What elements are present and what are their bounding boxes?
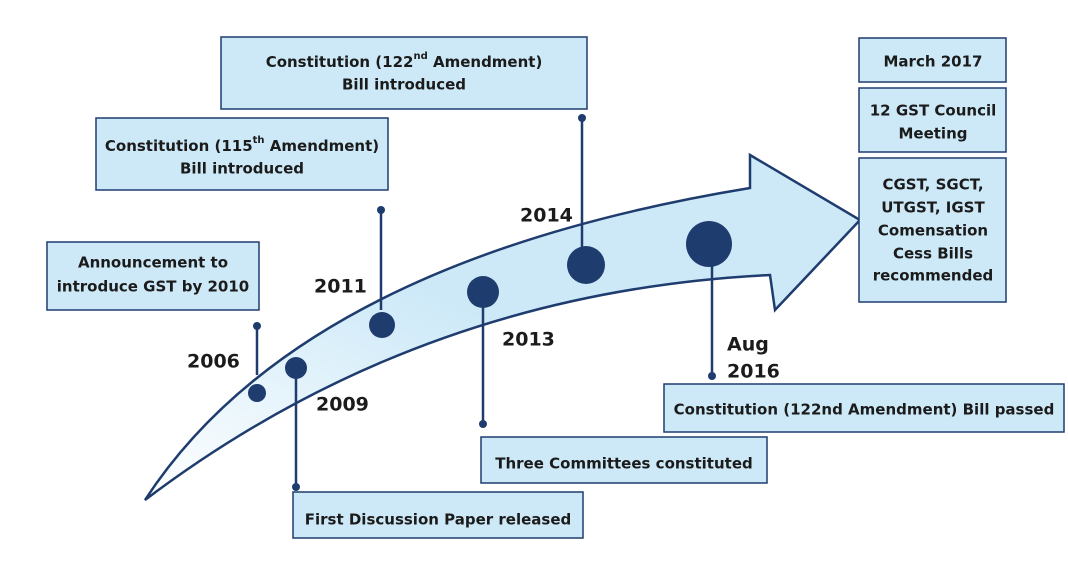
- stem-dot: [253, 322, 261, 330]
- final-text: Meeting: [898, 125, 967, 143]
- event-box: [292, 491, 584, 539]
- event-text: Constitution (122nd Amendment) Bill pass…: [674, 401, 1055, 419]
- event-text: Constitution (122nd Amendment): [266, 51, 543, 71]
- stem-dot: [292, 483, 300, 491]
- text-part: Constitution (122: [266, 53, 414, 71]
- milestone-dot: [467, 276, 499, 308]
- text-part: Constitution (115: [105, 137, 253, 155]
- superscript: th: [253, 135, 265, 146]
- event-text: First Discussion Paper released: [305, 511, 572, 529]
- final-box: [858, 157, 1007, 303]
- stem-dot: [479, 420, 487, 428]
- final-box: [858, 87, 1007, 153]
- event-box: [220, 36, 588, 110]
- event-text: Bill introduced: [180, 160, 304, 178]
- year: 2013: [502, 329, 555, 351]
- year: 2006: [187, 351, 240, 373]
- stem-dot: [377, 206, 385, 214]
- final-text: Comensation: [878, 222, 988, 240]
- event-text: Announcement to: [78, 254, 228, 272]
- milestone-dot: [686, 221, 732, 267]
- year: 2016: [727, 361, 780, 383]
- final-box: [858, 37, 1007, 83]
- superscript: nd: [413, 51, 427, 62]
- milestone-dot: [285, 357, 307, 379]
- event-text: Constitution (115th Amendment): [105, 135, 379, 155]
- event-box: [480, 436, 768, 484]
- final-text: recommended: [873, 267, 994, 285]
- event-text: Three Committees constituted: [495, 455, 752, 473]
- milestone-dot: [567, 246, 605, 284]
- event-text: Bill introduced: [342, 76, 466, 94]
- event-text: introduce GST by 2010: [57, 278, 249, 296]
- stem-dot: [578, 114, 586, 122]
- year: Aug: [727, 334, 769, 356]
- final-text: UTGST, IGST: [881, 199, 985, 217]
- stem-dot: [708, 372, 716, 380]
- event-box: [95, 117, 389, 191]
- final-text: Cess Bills: [893, 245, 973, 263]
- text-part: Amendment): [428, 53, 543, 71]
- final-text: March 2017: [884, 53, 983, 71]
- final-text: CGST, SGCT,: [882, 176, 983, 194]
- year: 2011: [314, 276, 367, 298]
- year: 2014: [520, 205, 573, 227]
- final-text: 12 GST Council: [870, 102, 997, 120]
- event-box: [46, 241, 260, 311]
- milestone-dot: [369, 312, 395, 338]
- text-part: Amendment): [265, 137, 380, 155]
- year: 2009: [316, 394, 369, 416]
- milestone-dot: [248, 384, 266, 402]
- event-box: [663, 383, 1065, 433]
